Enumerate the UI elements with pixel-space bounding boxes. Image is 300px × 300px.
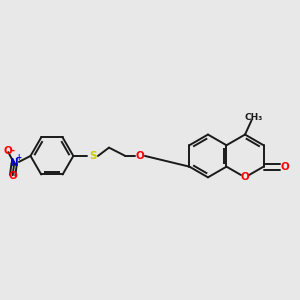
Text: O: O (241, 172, 249, 182)
Text: N: N (10, 158, 19, 168)
Text: CH₃: CH₃ (245, 113, 263, 122)
Text: O: O (4, 146, 13, 157)
Text: S: S (89, 151, 96, 161)
Text: +: + (15, 153, 21, 162)
Text: O: O (136, 151, 145, 161)
Text: -: - (10, 146, 14, 156)
Text: O: O (280, 162, 289, 172)
Text: O: O (8, 171, 17, 181)
